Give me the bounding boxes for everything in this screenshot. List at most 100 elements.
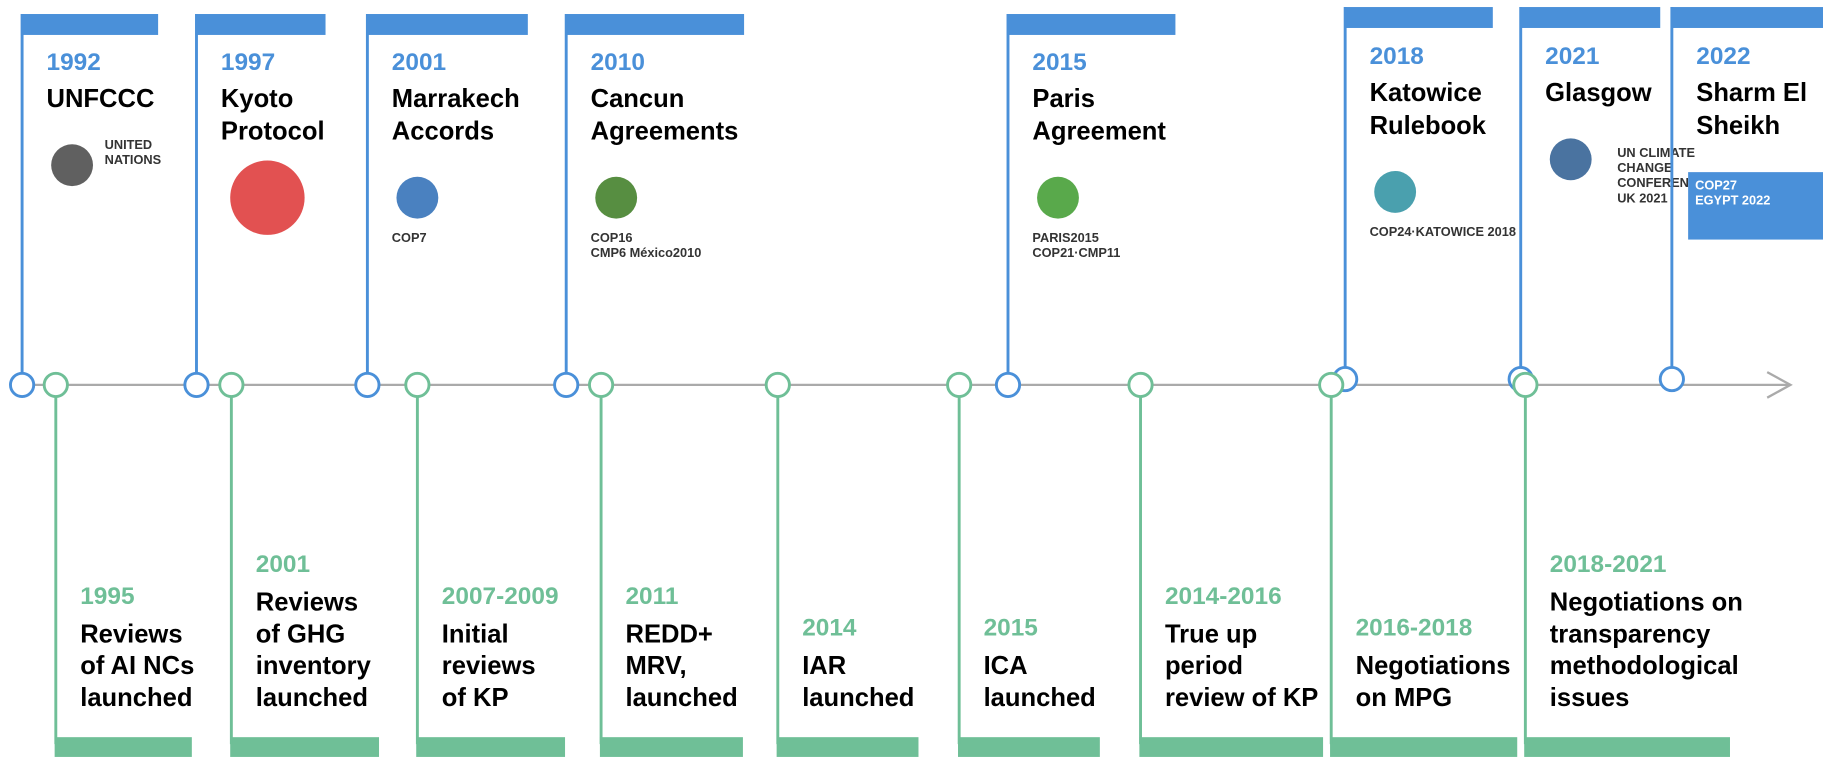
event-title: Reviews xyxy=(256,589,358,617)
logo-shape xyxy=(230,160,305,235)
logo-text: CHANGE xyxy=(1617,160,1673,175)
event-title: review of KP xyxy=(1165,684,1318,712)
logo-text: PARIS2015 xyxy=(1032,230,1098,245)
bottom-node xyxy=(1318,371,1345,398)
event-title: of GHG xyxy=(256,620,345,648)
event-title: REDD+ xyxy=(625,620,712,648)
event-title: Paris xyxy=(1032,85,1095,113)
event-year: 2001 xyxy=(392,49,446,76)
event-year: 2015 xyxy=(984,615,1038,642)
bottom-bar xyxy=(958,737,1100,757)
top-bar xyxy=(366,14,528,35)
logo-text: EGYPT 2022 xyxy=(1695,193,1770,208)
logo-text: COP24·KATOWICE 2018 xyxy=(1370,224,1516,239)
bottom-node xyxy=(764,371,791,398)
event-year: 2018 xyxy=(1370,43,1424,70)
bottom-bar xyxy=(230,737,380,757)
bottom-node xyxy=(587,371,615,398)
event-year: 2011 xyxy=(625,583,678,610)
event-title: Accords xyxy=(392,118,494,146)
event-title: Protocol xyxy=(221,118,325,146)
bottom-bar xyxy=(1139,737,1324,757)
event-title: launched xyxy=(80,684,192,712)
event-title: Negotiations xyxy=(1356,652,1511,680)
event-title: of KP xyxy=(442,684,509,712)
event-title: launched xyxy=(984,684,1096,712)
event-title: Reviews xyxy=(80,620,182,648)
event-title: Katowice xyxy=(1370,79,1482,107)
event-title: UNFCCC xyxy=(47,85,155,113)
bottom-node xyxy=(946,371,973,398)
event-title: period xyxy=(1165,652,1243,680)
event-year: 2010 xyxy=(591,49,645,76)
event-title: IAR xyxy=(802,652,846,680)
event-year: 1995 xyxy=(80,583,134,610)
top-bar xyxy=(1006,14,1176,35)
event-title: of AI NCs xyxy=(80,652,194,680)
bottom-node xyxy=(1127,371,1154,398)
event-year: 2014-2016 xyxy=(1165,583,1282,610)
logo-shape xyxy=(595,176,638,219)
event-title: MRV, xyxy=(625,652,686,680)
event-title: Glasgow xyxy=(1545,79,1652,107)
logo-text: COP7 xyxy=(392,230,427,245)
event-title: methodological xyxy=(1550,652,1739,680)
event-year: 2022 xyxy=(1696,43,1750,70)
top-bar xyxy=(1670,7,1823,28)
event-title: launched xyxy=(625,684,737,712)
event-title: Cancun xyxy=(591,85,685,113)
bottom-bar xyxy=(776,737,919,757)
event-title: on MPG xyxy=(1356,684,1453,712)
event-title: Negotiations on xyxy=(1550,589,1743,617)
logo-shape xyxy=(396,176,439,219)
logo-text: COP21·CMP11 xyxy=(1032,245,1120,260)
bottom-bar xyxy=(1330,737,1518,757)
event-title: Rulebook xyxy=(1370,112,1487,140)
top-bar xyxy=(565,14,745,35)
bottom-node xyxy=(404,371,431,398)
event-year: 1997 xyxy=(221,49,275,76)
logo-text: UNITED xyxy=(105,137,153,152)
top-node xyxy=(354,371,381,398)
top-node xyxy=(1658,366,1685,393)
bottom-node xyxy=(218,371,245,398)
top-node xyxy=(183,371,210,398)
event-title: True up xyxy=(1165,620,1257,648)
top-node xyxy=(9,371,36,398)
event-title: Agreements xyxy=(591,118,739,146)
event-title: issues xyxy=(1550,684,1630,712)
logo-text: CMP6 México2010 xyxy=(591,245,702,260)
event-title: transparency xyxy=(1550,620,1711,648)
logo-shape xyxy=(1374,170,1417,213)
logo-text: COP16 xyxy=(591,230,633,245)
top-bar xyxy=(20,14,159,35)
bottom-bar xyxy=(599,737,743,757)
logo-text: UN CLIMATE xyxy=(1617,145,1695,160)
event-title: launched xyxy=(802,684,914,712)
event-year: 2016-2018 xyxy=(1356,615,1473,642)
event-year: 2007-2009 xyxy=(442,583,559,610)
logo-shape xyxy=(1549,138,1592,181)
bottom-node xyxy=(42,371,69,398)
event-title: launched xyxy=(256,684,368,712)
event-title: Kyoto xyxy=(221,85,293,113)
event-year: 2018-2021 xyxy=(1550,551,1667,578)
event-year: 2021 xyxy=(1545,43,1599,70)
logo-shape xyxy=(1037,176,1079,219)
logo-bg xyxy=(1688,172,1823,240)
logo-text: NATIONS xyxy=(105,152,162,167)
bottom-bar xyxy=(1524,737,1730,757)
event-year: 2001 xyxy=(256,551,310,578)
bottom-node xyxy=(1512,371,1539,398)
logo-text: COP27 xyxy=(1695,178,1737,193)
event-title: Initial xyxy=(442,620,509,648)
logo-shape xyxy=(51,144,94,187)
event-title: inventory xyxy=(256,652,372,680)
event-title: Sharm El xyxy=(1696,79,1807,107)
top-bar xyxy=(195,14,326,35)
top-node xyxy=(553,371,580,398)
event-title: Agreement xyxy=(1032,118,1166,146)
bottom-bar xyxy=(54,737,192,757)
event-year: 2015 xyxy=(1032,49,1086,76)
